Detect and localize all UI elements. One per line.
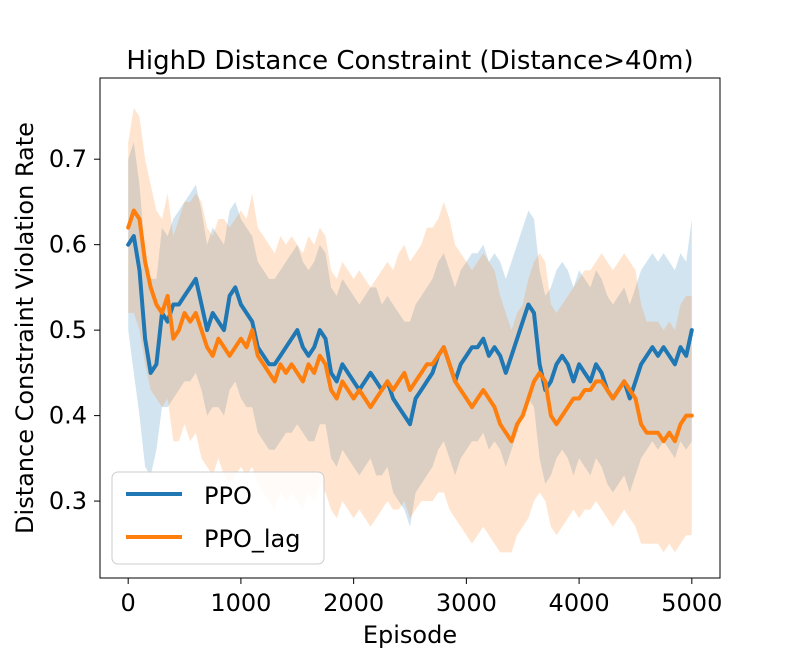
x-tick-label: 3000 bbox=[436, 589, 497, 617]
legend-label-ppo: PPO bbox=[204, 482, 252, 510]
x-tick-label: 2000 bbox=[323, 589, 384, 617]
y-axis-ticks: 0.3 0.4 0.5 0.6 0.7 bbox=[49, 145, 100, 515]
x-tick-label: 0 bbox=[121, 589, 136, 617]
y-tick-label: 0.4 bbox=[49, 402, 87, 430]
x-tick-label: 4000 bbox=[549, 589, 610, 617]
series-lines bbox=[126, 208, 694, 444]
y-tick-label: 0.5 bbox=[49, 316, 87, 344]
x-axis-ticks: 0 1000 2000 3000 4000 5000 bbox=[121, 578, 722, 617]
series-line-ppo bbox=[126, 234, 694, 427]
confidence-bands bbox=[128, 107, 692, 553]
x-tick-label: 1000 bbox=[210, 589, 271, 617]
y-tick-label: 0.3 bbox=[49, 487, 87, 515]
legend-label-ppo-lag: PPO_lag bbox=[204, 525, 300, 553]
x-tick-label: 5000 bbox=[661, 589, 722, 617]
band-ppo-lag bbox=[128, 107, 692, 553]
band-ppo bbox=[128, 142, 692, 527]
y-tick-label: 0.7 bbox=[49, 145, 87, 173]
plot-frame bbox=[99, 77, 721, 579]
y-axis-label: Distance Constraint Violation Rate bbox=[11, 122, 39, 534]
x-axis-label: Episode bbox=[363, 621, 457, 649]
chart-title: HighD Distance Constraint (Distance>40m) bbox=[126, 46, 693, 76]
legend: PPO PPO_lag bbox=[111, 471, 325, 565]
series-line-ppo-lag bbox=[126, 208, 694, 444]
y-tick-label: 0.6 bbox=[49, 231, 87, 259]
